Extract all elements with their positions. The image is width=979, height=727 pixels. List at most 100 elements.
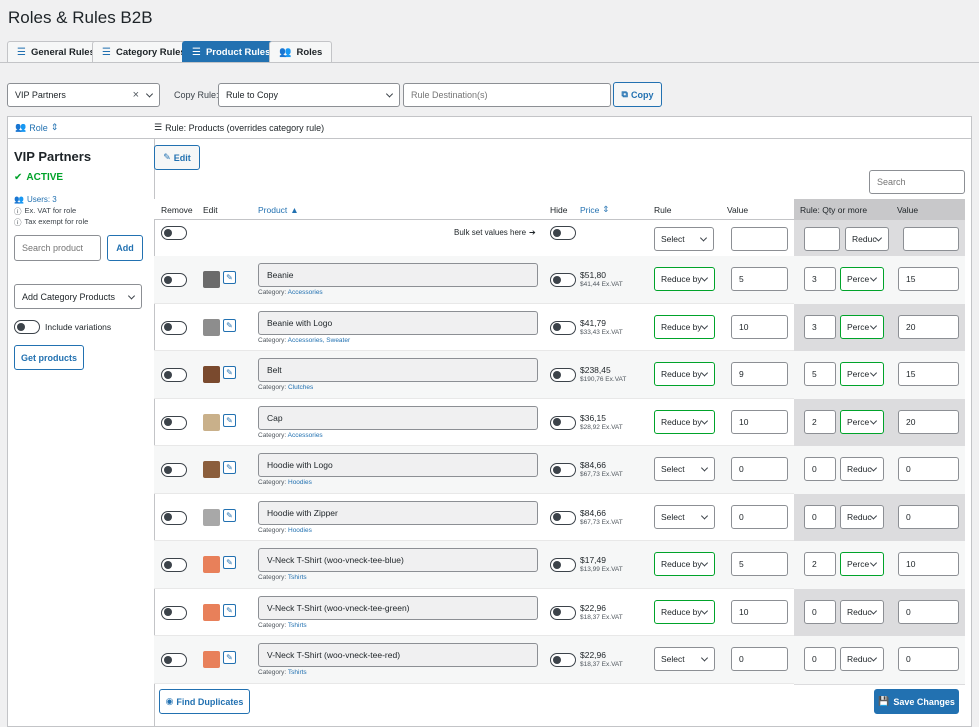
product-name-field[interactable]: Cap (258, 405, 538, 430)
users-count-link[interactable]: 👥 Users: 3 (14, 195, 57, 204)
edit-product-icon[interactable]: ✎ (223, 318, 236, 332)
remove-toggle[interactable] (161, 415, 187, 430)
category-select[interactable]: Add Category Products (14, 284, 142, 309)
value-input[interactable]: 9 (731, 362, 788, 386)
hide-toggle[interactable] (550, 320, 576, 335)
rule-select[interactable]: Reduce by (654, 267, 715, 291)
col-price[interactable]: Price ⇕ (580, 199, 610, 220)
product-name-field[interactable]: Hoodie with Logo (258, 453, 538, 477)
rule-select[interactable]: Select (654, 647, 715, 671)
product-name-field[interactable]: V-Neck T-Shirt (woo-vneck-tee-green) (258, 595, 538, 620)
qty-input[interactable]: 0 (804, 599, 836, 624)
save-changes-button[interactable]: 💾 Save Changes (874, 689, 959, 714)
qty-input[interactable]: 0 (804, 647, 836, 671)
hide-toggle[interactable] (550, 463, 576, 477)
category-link[interactable]: Tshirts (287, 621, 307, 629)
qty-value-input[interactable]: 15 (898, 267, 959, 291)
qty-value-input[interactable]: 15 (898, 362, 959, 386)
hide-toggle[interactable] (550, 558, 576, 572)
hide-toggle[interactable] (550, 653, 576, 667)
qty-input[interactable]: 5 (804, 362, 836, 386)
search-product-input[interactable]: Search product (14, 235, 101, 261)
value-input[interactable]: 10 (731, 599, 788, 624)
hide-toggle[interactable] (550, 368, 576, 382)
col-product[interactable]: Product ▲ (258, 199, 299, 220)
qty-value-input[interactable]: 0 (898, 457, 959, 481)
qty-rule-select[interactable]: Reduc (840, 504, 884, 529)
edit-product-icon[interactable]: ✎ (223, 651, 236, 664)
rule-select[interactable]: Reduce by (654, 599, 715, 624)
qty-input[interactable]: 3 (804, 314, 836, 339)
qty-rule-select[interactable]: Perce (840, 409, 884, 434)
rule-select[interactable]: Select (654, 457, 715, 481)
hide-toggle[interactable] (550, 415, 576, 430)
remove-toggle[interactable] (161, 320, 187, 335)
bulk-qty-input[interactable] (804, 227, 840, 251)
copy-rule-select[interactable]: Rule to Copy (218, 83, 400, 107)
product-name-field[interactable]: Beanie with Logo (258, 310, 538, 335)
bulk-rule-select[interactable]: Select (654, 227, 714, 251)
edit-product-icon[interactable]: ✎ (223, 461, 236, 474)
edit-product-icon[interactable]: ✎ (223, 366, 236, 379)
value-input[interactable]: 10 (731, 409, 788, 434)
bulk-remove-toggle[interactable] (161, 226, 187, 240)
rule-select[interactable]: Reduce by (654, 552, 715, 576)
edit-product-icon[interactable]: ✎ (223, 556, 236, 569)
rule-destination-input[interactable]: Rule Destination(s) (403, 83, 611, 107)
qty-rule-select[interactable]: Reduc (840, 647, 884, 671)
role-select[interactable]: VIP Partners × (7, 83, 160, 107)
qty-rule-select[interactable]: Reduc (840, 457, 884, 481)
bulk-qty-rule-select[interactable]: Reduc (845, 227, 889, 251)
qty-rule-select[interactable]: Perce (840, 314, 884, 339)
include-variations-toggle[interactable] (14, 320, 40, 334)
value-input[interactable]: 0 (731, 457, 788, 481)
hide-toggle[interactable] (550, 605, 576, 620)
rule-select[interactable]: Select (654, 504, 715, 529)
remove-toggle[interactable] (161, 653, 187, 667)
qty-input[interactable]: 2 (804, 409, 836, 434)
role-sort-link[interactable]: 👥 Role ⇕ (15, 122, 58, 133)
value-input[interactable]: 5 (731, 267, 788, 291)
qty-rule-select[interactable]: Perce (840, 552, 884, 576)
remove-toggle[interactable] (161, 558, 187, 572)
category-link[interactable]: Hoodies (288, 479, 312, 486)
product-name-field[interactable]: V-Neck T-Shirt (woo-vneck-tee-red) (258, 643, 538, 667)
edit-product-icon[interactable]: ✎ (223, 508, 236, 522)
category-link[interactable]: Hoodies (288, 526, 312, 534)
tab-general-rules[interactable]: ☰ General Rules (7, 41, 105, 62)
edit-product-icon[interactable]: ✎ (223, 413, 236, 427)
edit-product-icon[interactable]: ✎ (223, 271, 236, 284)
qty-value-input[interactable]: 0 (898, 647, 959, 671)
category-link[interactable]: Accessories (287, 289, 323, 296)
tab-product-rules[interactable]: ☰ Product Rules (182, 41, 281, 62)
product-name-field[interactable]: Beanie (258, 263, 538, 287)
bulk-value-input[interactable] (731, 227, 788, 251)
qty-value-input[interactable]: 20 (898, 314, 959, 339)
clear-icon[interactable]: × (132, 89, 139, 101)
remove-toggle[interactable] (161, 273, 187, 287)
value-input[interactable]: 10 (731, 314, 788, 339)
hide-toggle[interactable] (550, 510, 576, 525)
qty-value-input[interactable]: 0 (898, 504, 959, 529)
remove-toggle[interactable] (161, 510, 187, 525)
qty-value-input[interactable]: 20 (898, 409, 959, 434)
category-link[interactable]: Tshirts (287, 574, 307, 581)
rule-select[interactable]: Reduce by (654, 314, 715, 339)
hide-toggle[interactable] (550, 273, 576, 287)
search-input[interactable]: Search (869, 170, 965, 194)
qty-rule-select[interactable]: Perce (840, 362, 884, 386)
value-input[interactable]: 0 (731, 647, 788, 671)
qty-value-input[interactable]: 10 (898, 552, 959, 576)
category-link[interactable]: Clutches (288, 384, 314, 391)
find-duplicates-button[interactable]: ◉ Find Duplicates (159, 689, 250, 714)
edit-product-icon[interactable]: ✎ (223, 603, 236, 617)
bulk-qty-value-input[interactable] (903, 227, 959, 251)
category-link[interactable]: Tshirts (287, 669, 307, 676)
category-link[interactable]: Accessories (287, 431, 323, 439)
bulk-hide-toggle[interactable] (550, 226, 576, 240)
edit-button[interactable]: ✎ Edit (154, 145, 200, 170)
qty-input[interactable]: 2 (804, 552, 836, 576)
rule-select[interactable]: Reduce by (654, 362, 715, 386)
qty-input[interactable]: 3 (804, 267, 836, 291)
product-name-field[interactable]: Belt (258, 358, 538, 382)
